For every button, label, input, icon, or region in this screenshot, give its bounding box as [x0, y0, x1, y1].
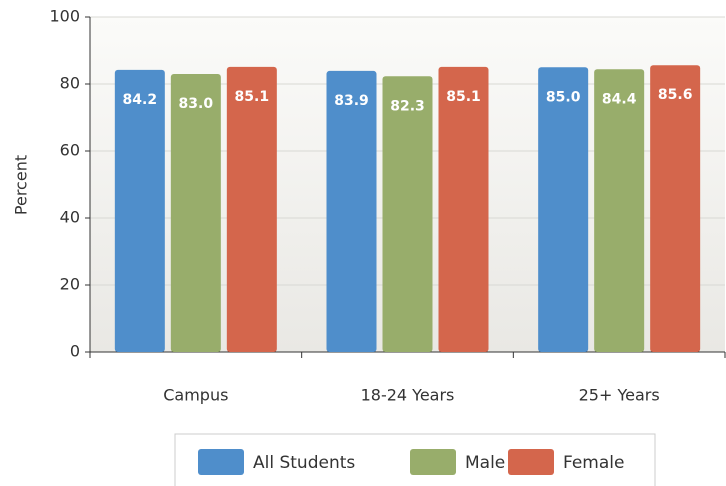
y-tick-label: 80: [60, 74, 80, 93]
data-label: 82.3: [390, 98, 425, 114]
y-tick-label: 40: [60, 208, 80, 227]
data-label: 83.9: [334, 93, 369, 109]
legend-swatch: [410, 449, 456, 475]
bar: [538, 67, 589, 352]
x-tick-label: Campus: [163, 386, 228, 405]
bar: [650, 65, 701, 353]
legend-label: Female: [563, 453, 624, 473]
y-tick-label: 60: [60, 141, 80, 160]
y-tick-label: 100: [49, 7, 80, 26]
data-label: 85.1: [235, 89, 270, 105]
x-tick-label: 18-24 Years: [361, 386, 455, 405]
legend-swatch: [198, 449, 244, 475]
data-label: 85.6: [658, 87, 693, 103]
bar: [594, 69, 645, 352]
bar: [326, 70, 377, 352]
data-label: 84.2: [123, 92, 158, 108]
data-label: 85.1: [446, 89, 481, 105]
legend-label: Male: [465, 453, 505, 473]
data-label: 84.4: [602, 91, 637, 107]
data-label: 83.0: [179, 96, 214, 112]
x-tick-label: 25+ Years: [579, 386, 660, 405]
bar: [382, 76, 433, 353]
bar: [170, 73, 221, 352]
y-tick-label: 0: [70, 342, 80, 361]
bar: [226, 66, 277, 352]
y-axis-label: Percent: [12, 155, 31, 215]
data-label: 85.0: [546, 89, 581, 105]
bar: [438, 66, 489, 352]
legend-label: All Students: [253, 453, 355, 473]
y-tick-label: 20: [60, 275, 80, 294]
legend-swatch: [508, 449, 554, 475]
bar: [114, 69, 165, 353]
